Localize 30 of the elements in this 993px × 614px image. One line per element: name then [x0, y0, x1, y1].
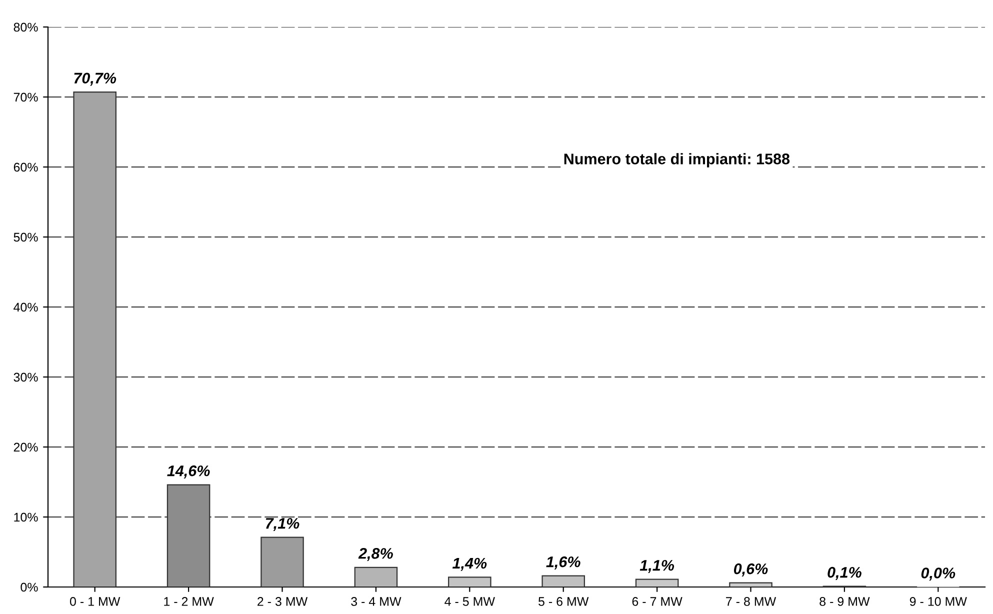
- x-tick-label: 1 - 2 MW: [164, 597, 214, 606]
- x-tick-label: 2 - 3 MW: [258, 597, 308, 606]
- data-label: 1,6%: [546, 556, 580, 570]
- data-label: 70,7%: [74, 72, 116, 86]
- data-label: 1,1%: [640, 560, 674, 573]
- annotation: Numero totale di impianti: 1588: [564, 153, 790, 168]
- y-tick-label: 50%: [14, 232, 38, 242]
- y-tick-label: 70%: [14, 92, 38, 102]
- x-tick-label: 3 - 4 MW: [351, 597, 402, 606]
- data-label: 0,1%: [828, 566, 862, 580]
- x-tick-label: 7 - 8 MW: [726, 597, 776, 606]
- data-label: 0,6%: [734, 563, 768, 576]
- x-tick-label: 5 - 6 MW: [538, 597, 589, 606]
- data-label: 2,8%: [358, 548, 393, 562]
- data-label: 0,0%: [921, 568, 956, 581]
- y-tick-label: 40%: [14, 302, 38, 312]
- y-tick-label: 80%: [14, 22, 38, 32]
- data-label: 1,4%: [452, 558, 487, 571]
- x-tick-label: 0 - 1 MW: [70, 597, 120, 606]
- x-tick-label: 4 - 5 MW: [444, 597, 495, 606]
- y-tick-label: 30%: [14, 372, 38, 382]
- data-label: 14,6%: [167, 465, 210, 478]
- y-tick-label: 60%: [14, 162, 38, 172]
- y-tick-label: 20%: [14, 442, 38, 452]
- x-tick-label: 6 - 7 MW: [632, 597, 682, 606]
- x-tick-label: 9 - 10 MW: [910, 597, 967, 606]
- y-tick-label: 10%: [14, 512, 38, 522]
- x-tick-label: 8 - 9 MW: [820, 597, 870, 606]
- y-tick-label: 0%: [20, 582, 38, 592]
- data-label: 7,1%: [266, 518, 300, 531]
